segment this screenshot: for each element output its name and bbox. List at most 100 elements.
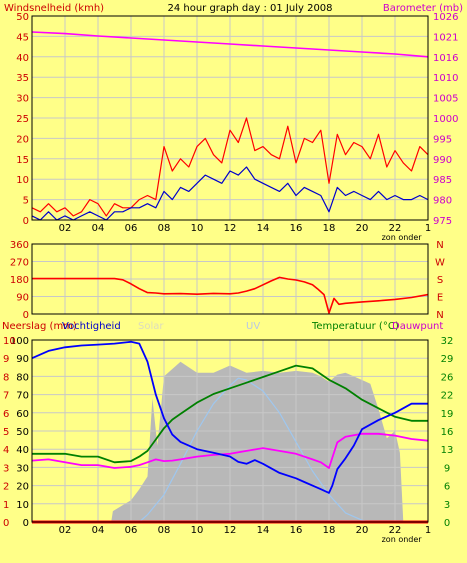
barometer-axis-label: Barometer (mb) — [383, 3, 463, 14]
wind-tick-label: 5 — [23, 196, 29, 207]
humidity-tick-label: 30 — [16, 463, 29, 474]
chart-title: 24 hour graph day : 01 July 2008 — [167, 3, 332, 14]
compass-tick-label: W — [435, 258, 445, 269]
wind-tick-label: 30 — [16, 94, 29, 105]
temperature-tick-label: 32 — [441, 336, 454, 347]
temperature-tick-label: 26 — [441, 372, 454, 383]
rain-tick-label: 10 — [3, 336, 16, 347]
weather-x-tick-label: 1 — [425, 525, 431, 536]
humidity-line — [31, 340, 428, 494]
barometer-tick-label: 1026 — [433, 12, 458, 23]
weather-x-tick-label: 02 — [59, 525, 72, 536]
humidity-tick-label: 90 — [16, 354, 29, 365]
humidity-axis-label: Vochtigheid — [62, 321, 121, 332]
wind-direction-line — [32, 276, 429, 314]
weather-x-tick-label: 10 — [191, 525, 204, 536]
humidity-tick-label: 0 — [23, 518, 29, 529]
compass-tick-label: E — [437, 293, 443, 304]
direction-tick-label: 360 — [10, 240, 29, 251]
temperature-tick-label: 9 — [444, 463, 450, 474]
rain-tick-label: 6 — [3, 409, 9, 420]
humidity-tick-label: 40 — [16, 445, 29, 456]
temperature-tick-label: 13 — [441, 445, 454, 456]
sunset-marker-label: zon onder — [382, 535, 423, 544]
wind-tick-label: 10 — [16, 175, 29, 186]
direction-tick-label: 270 — [10, 258, 29, 269]
temperature-tick-label: 16 — [441, 427, 454, 438]
humidity-tick-label: 100 — [10, 336, 29, 347]
wind-x-tick-label: 1 — [425, 223, 431, 234]
direction-tick-label: 180 — [10, 275, 29, 286]
wind-tick-label: 35 — [16, 73, 29, 84]
weather-x-tick-label: 08 — [158, 525, 171, 536]
wind-x-tick-label: 08 — [158, 223, 171, 234]
temperature-tick-label: 3 — [444, 500, 450, 511]
compass-tick-label: N — [436, 240, 443, 251]
wind-x-tick-label: 10 — [191, 223, 204, 234]
wind-tick-label: 25 — [16, 114, 29, 125]
barometer-tick-label: 995 — [433, 134, 452, 145]
wind-tick-label: 0 — [23, 216, 29, 227]
wind-tick-label: 20 — [16, 134, 29, 145]
wind-x-tick-label: 12 — [224, 223, 237, 234]
temperature-line — [32, 364, 428, 464]
barometer-tick-label: 1000 — [433, 114, 458, 125]
humidity-tick-label: 50 — [16, 427, 29, 438]
barometer-tick-label: 980 — [433, 196, 452, 207]
direction-tick-label: 0 — [23, 310, 29, 321]
direction-panel-frame — [31, 243, 429, 315]
barometer-tick-label: 990 — [433, 155, 452, 166]
humidity-tick-label: 20 — [16, 482, 29, 493]
weather-x-tick-label: 22 — [389, 525, 402, 536]
humidity-tick-label: 70 — [16, 391, 29, 402]
wind-x-tick-label: 22 — [389, 223, 402, 234]
rain-tick-label: 4 — [3, 445, 9, 456]
direction-tick-label: 90 — [16, 293, 29, 304]
weather-x-tick-label: 16 — [290, 525, 303, 536]
barometer-tick-label: 1016 — [433, 53, 458, 64]
rain-tick-label: 3 — [3, 463, 9, 474]
rain-tick-label: 9 — [3, 354, 9, 365]
wind-x-tick-label: 04 — [92, 223, 105, 234]
gust-line — [31, 117, 429, 217]
temperature-tick-label: 6 — [444, 482, 450, 493]
rain-tick-label: 5 — [3, 427, 9, 438]
rain-tick-label: 1 — [3, 500, 9, 511]
temperature-tick-label: 19 — [441, 409, 454, 420]
wind-speed-line — [31, 166, 429, 221]
humidity-tick-label: 60 — [16, 409, 29, 420]
weather-x-tick-label: 06 — [125, 525, 138, 536]
rain-tick-label: 0 — [3, 518, 9, 529]
temperature-tick-label: 0 — [444, 518, 450, 529]
weather-x-tick-label: 04 — [92, 525, 105, 536]
uv-axis-label: UV — [246, 321, 260, 332]
barometer-tick-label: 1010 — [433, 73, 458, 84]
wind-panel-frame — [31, 15, 429, 221]
wind-x-tick-label: 16 — [290, 223, 303, 234]
sunset-marker-label: zon onder — [382, 233, 423, 242]
temperature-axis-label: Temperatuur (°C) — [311, 321, 399, 332]
rain-tick-label: 7 — [3, 391, 9, 402]
rain-tick-label: 2 — [3, 482, 9, 493]
dewpoint-axis-label: Dauwpunt — [392, 321, 443, 332]
barometer-line — [31, 31, 429, 58]
humidity-tick-label: 10 — [16, 500, 29, 511]
uv-line — [32, 377, 428, 523]
barometer-tick-label: 1021 — [433, 32, 458, 43]
weather-x-tick-label: 14 — [257, 525, 270, 536]
humidity-tick-label: 80 — [16, 372, 29, 383]
weather-x-tick-label: 12 — [224, 525, 237, 536]
weather-x-tick-label: 18 — [323, 525, 336, 536]
wind-tick-label: 15 — [16, 155, 29, 166]
rain-axis-label: Neerslag (mm) — [2, 321, 77, 332]
wind-x-tick-label: 02 — [59, 223, 72, 234]
wind-x-tick-label: 14 — [257, 223, 270, 234]
weather-x-tick-label: 20 — [356, 525, 369, 536]
barometer-tick-label: 1005 — [433, 94, 458, 105]
wind-x-tick-label: 18 — [323, 223, 336, 234]
barometer-tick-label: 975 — [433, 216, 452, 227]
wind-tick-label: 50 — [16, 12, 29, 23]
wind-x-tick-label: 20 — [356, 223, 369, 234]
